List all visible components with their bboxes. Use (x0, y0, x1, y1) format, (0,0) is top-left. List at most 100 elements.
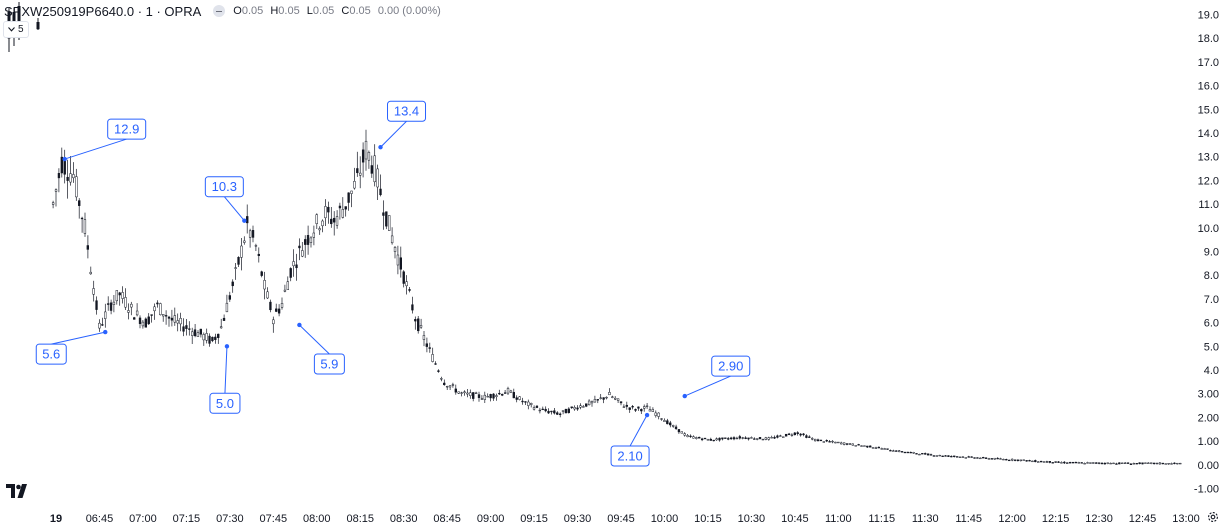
gear-icon[interactable] (1207, 511, 1219, 523)
candle-body (889, 450, 892, 452)
candle-body (78, 200, 81, 206)
candle-body (871, 447, 875, 449)
candle-body (63, 160, 66, 175)
price-callout[interactable]: 5.9 (297, 322, 345, 375)
candle-body (973, 457, 976, 459)
time-axis[interactable]: 19 06:45 07:00 07:15 07:30 07:45 08:00 08:15 08:… (50, 513, 1200, 525)
candle-body (417, 318, 420, 332)
candle-body (370, 165, 373, 174)
candle-body (486, 396, 489, 398)
candle-body (686, 435, 689, 438)
high-label: H (270, 5, 279, 17)
candle-body (521, 400, 524, 403)
candle-body (567, 408, 571, 413)
candle-body (996, 457, 999, 460)
candle-body (570, 406, 573, 409)
candle-body (402, 271, 405, 284)
candle-body (747, 437, 750, 440)
symbol-title[interactable]: SPXW250919P6640.0 · 1 · OPRA (4, 3, 202, 19)
candle-body (304, 239, 307, 245)
candle-body (214, 336, 217, 340)
candle-body (573, 407, 576, 410)
candle-body (779, 435, 782, 437)
candle-body (680, 431, 684, 434)
candle-body (532, 407, 536, 410)
candle-body (344, 206, 347, 210)
callout-point (644, 412, 650, 418)
price-callout[interactable]: 2.90 (682, 355, 751, 399)
candle-body (170, 317, 174, 321)
candle-body (243, 240, 246, 243)
candle-body (292, 261, 295, 267)
candle-body (926, 453, 930, 456)
candle-body (698, 436, 701, 439)
tradingview-logo-icon[interactable] (6, 484, 30, 498)
candle-body (315, 214, 318, 224)
candle-body (657, 412, 660, 417)
x-tick-label: 09:15 (520, 513, 548, 525)
x-tick-label: 10:00 (651, 513, 679, 525)
candle-body (955, 456, 959, 458)
collapse-indicators-button[interactable]: 5 (3, 21, 29, 38)
candle-body (1080, 462, 1083, 464)
candle-body (98, 322, 101, 329)
price-axis[interactable]: 19.0 18.0 17.0 16.0 15.0 14.0 13.0 12.0 11.0 10.0… (1194, 10, 1219, 496)
candle-body (269, 301, 272, 311)
candle-body (666, 420, 669, 425)
candle-body (1083, 463, 1086, 465)
candle-body (703, 437, 707, 440)
candle-body (918, 453, 921, 456)
candle-body (75, 176, 78, 198)
candle-body (784, 433, 788, 437)
candle-body (976, 457, 979, 459)
candle-body (787, 433, 791, 435)
price-callout[interactable]: 5.6 (35, 329, 108, 365)
candle-body (338, 205, 342, 209)
candle-body (150, 314, 153, 316)
high-value: 0.05 (278, 5, 300, 17)
candle-body (382, 212, 385, 216)
x-tick-label: 10:15 (694, 513, 722, 525)
price-callout[interactable]: 10.3 (204, 176, 247, 223)
candle-body (138, 317, 142, 324)
callout-label: 12.9 (114, 122, 139, 137)
candle-body (350, 190, 353, 194)
candle-body (1019, 459, 1023, 462)
candle-body (153, 306, 156, 312)
y-tick-label: 5.0 (1204, 341, 1219, 353)
candle-body (115, 290, 119, 302)
candle-body (1176, 462, 1179, 465)
candle-body (1051, 462, 1054, 464)
price-callout[interactable]: 2.10 (610, 412, 650, 467)
price-callout[interactable]: 13.4 (378, 100, 427, 150)
candle-body (874, 447, 878, 449)
candle-body (744, 437, 747, 439)
candle-body (643, 406, 646, 409)
candle-body (1039, 460, 1043, 463)
candle-body (66, 176, 69, 181)
candle-body (895, 450, 898, 452)
candle-body (440, 378, 443, 380)
price-callout[interactable]: 12.9 (62, 118, 147, 162)
minus-icon[interactable] (213, 5, 226, 17)
candle-body (361, 149, 365, 163)
candle-body (1129, 463, 1133, 465)
legend-header: SPXW250919P6640.0 · 1 · OPRA O0.05 H0.05… (4, 3, 445, 19)
candle-body (538, 409, 542, 412)
candle-body (306, 235, 310, 245)
x-tick-label: 07:15 (173, 513, 201, 525)
y-tick-label: 8.0 (1204, 270, 1219, 282)
candle-body (770, 437, 773, 439)
candlestick-series (7, 2, 1182, 465)
y-tick-label: 1.00 (1198, 436, 1219, 448)
candle-body (1170, 463, 1173, 465)
candle-body (1054, 461, 1057, 463)
candle-body (501, 393, 504, 396)
candle-body (318, 228, 321, 231)
x-tick-label: 12:30 (1085, 513, 1113, 525)
y-tick-label: 3.00 (1198, 389, 1219, 401)
candle-body (1173, 462, 1176, 465)
candle-body (1057, 461, 1060, 463)
price-callout[interactable]: 5.0 (209, 344, 241, 414)
